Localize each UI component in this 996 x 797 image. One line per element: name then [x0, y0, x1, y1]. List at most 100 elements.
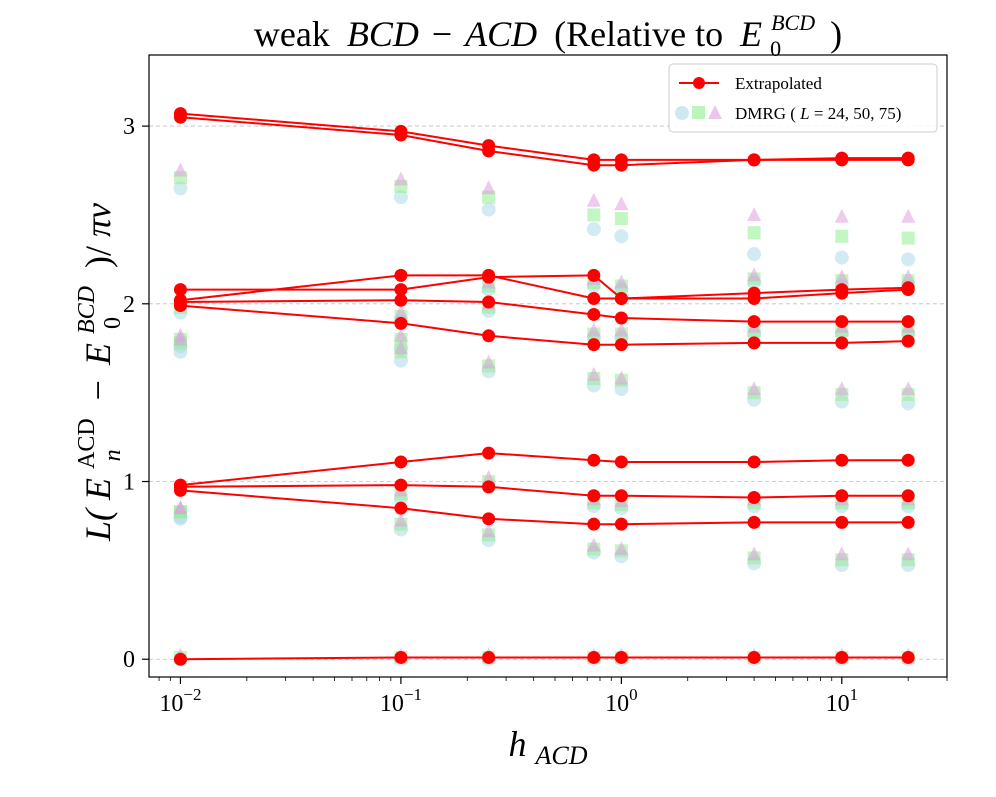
y-tick-label-1: 1 — [123, 470, 135, 496]
dmrg-point-L50 — [747, 226, 761, 240]
dmrg-point-L75 — [901, 546, 916, 561]
y-label-e-sup: ACD — [74, 418, 100, 469]
line-layer — [180, 112, 909, 661]
title-e-sup: BCD — [771, 10, 815, 35]
extrapolated-line-1 — [180, 112, 909, 161]
x-label-base: h — [509, 724, 527, 764]
extrapolated-point — [835, 515, 849, 529]
extrapolated-point — [901, 334, 915, 348]
extrapolated-point — [587, 338, 601, 352]
y-axis-ticks: 0 1 2 3 — [123, 114, 149, 673]
extrapolated-point — [173, 283, 187, 297]
extrapolated-point — [614, 158, 628, 172]
extrapolated-point — [747, 315, 761, 329]
title-e: E — [739, 14, 762, 54]
dmrg-point-L75 — [614, 370, 629, 385]
dmrg-point-L75 — [614, 196, 629, 211]
extrapolated-line-9 — [180, 489, 909, 526]
dmrg-point-L75 — [173, 500, 188, 515]
extrapolated-point — [482, 295, 496, 309]
extrapolated-point — [901, 315, 915, 329]
dmrg-point-L75 — [586, 322, 601, 337]
dmrg-point-L50 — [901, 231, 915, 245]
legend-marker-dmrg-24 — [675, 106, 689, 120]
extrapolated-point — [747, 336, 761, 350]
extrapolated-point — [835, 489, 849, 503]
extrapolated-point — [394, 478, 408, 492]
extrapolated-point — [482, 446, 496, 460]
legend-label-dmrg: DMRG ( L = 24, 50, 75) — [735, 104, 901, 123]
y-label-e2-sup: BCD — [74, 286, 100, 334]
chart-title: weak BCD − ACD (Relative to E BCD 0 ) — [254, 0, 842, 64]
extrapolated-point — [173, 483, 187, 497]
title-prefix: weak — [254, 14, 330, 54]
extrapolated-point — [835, 153, 849, 167]
y-tick-label-0: 0 — [123, 647, 135, 673]
dmrg-point-L24 — [393, 190, 408, 205]
x-axis-ticks: 10−2 10−1 100 101 — [158, 677, 948, 717]
extrapolated-point — [482, 268, 496, 282]
y-label-close: )/ — [78, 246, 118, 268]
extrapolated-point — [835, 283, 849, 297]
dmrg-point-L50 — [614, 211, 628, 225]
extrapolated-point — [614, 455, 628, 469]
extrapolated-line-4 — [180, 274, 909, 302]
extrapolated-point — [747, 153, 761, 167]
dmrg-point-L75 — [614, 322, 629, 337]
extrapolated-point — [614, 489, 628, 503]
x-tick-exp: −1 — [404, 685, 422, 704]
x-tick-exp: 1 — [850, 685, 859, 704]
dmrg-point-L24 — [614, 229, 629, 244]
dmrg-point-L75 — [393, 512, 408, 527]
extrapolated-point — [173, 110, 187, 124]
extrapolated-point — [835, 453, 849, 467]
dmrg-point-L75 — [481, 354, 496, 369]
extrapolated-point — [901, 489, 915, 503]
extrapolated-point — [587, 307, 601, 321]
x-axis-label: h ACD — [509, 724, 588, 770]
x-tick-exp: 0 — [629, 685, 638, 704]
dmrg-point-L75 — [481, 469, 496, 484]
dmrg-point-L75 — [393, 171, 408, 186]
extrapolated-point — [173, 299, 187, 313]
legend-marker-dmrg-50 — [692, 106, 705, 119]
dmrg-point-L24 — [834, 250, 849, 265]
plot-frame — [148, 54, 948, 678]
dmrg-point-L75 — [393, 327, 408, 342]
extrapolated-point — [587, 158, 601, 172]
dmrg-point-L75 — [747, 546, 762, 561]
dmrg-point-L75 — [586, 366, 601, 381]
extrapolated-line-5 — [180, 299, 909, 323]
extrapolated-point — [747, 491, 761, 505]
dmrg-point-L24 — [586, 222, 601, 237]
dmrg-point-L75 — [747, 381, 762, 396]
y-label-e-sub: n — [100, 449, 126, 461]
y-tick-label-2: 2 — [123, 292, 135, 318]
dmrg-point-L75 — [481, 523, 496, 538]
legend-label-extrapolated: Extrapolated — [735, 74, 822, 93]
extrapolated-point — [901, 453, 915, 467]
x-tick-base: 10 — [159, 691, 183, 717]
dmrg-point-L75 — [834, 381, 849, 396]
x-label-sub: ACD — [534, 741, 588, 770]
extrapolated-line-2 — [180, 116, 909, 167]
title-left: BCD — [347, 14, 419, 54]
dmrg-point-L75 — [614, 541, 629, 556]
extrapolated-point — [901, 650, 915, 664]
legend-marker-dmrg-75 — [708, 105, 722, 119]
dmrg-point-L24 — [481, 202, 496, 217]
extrapolated-point — [394, 128, 408, 142]
y-axis-label: L( E ACD n − E BCD 0 )/ πv — [62, 203, 128, 542]
dmrg-point-L24 — [173, 181, 188, 196]
legend-dmrg-var: L — [799, 104, 809, 123]
title-e-sub: 0 — [770, 36, 781, 61]
legend-dmrg-prefix: DMRG ( — [735, 104, 796, 123]
extrapolated-point — [614, 311, 628, 325]
extrapolated-point — [901, 515, 915, 529]
extrapolated-point — [614, 291, 628, 305]
extrapolated-point — [901, 153, 915, 167]
dmrg-point-L24 — [901, 252, 916, 267]
dmrg-point-L75 — [747, 206, 762, 221]
extrapolated-point — [587, 291, 601, 305]
